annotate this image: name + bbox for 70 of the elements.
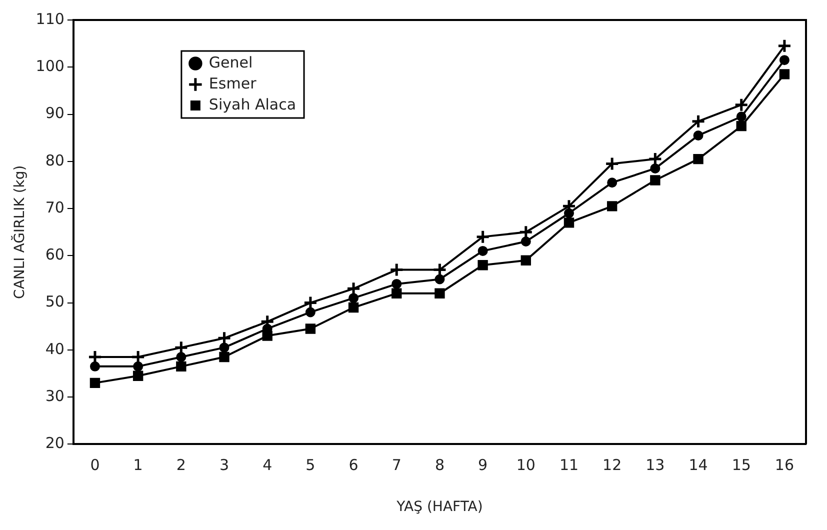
x-tick-label: 10 [516,456,536,474]
x-tick-label: 12 [602,456,622,474]
y-tick-label: 40 [45,340,64,358]
point [348,293,359,304]
point [90,361,100,372]
x-tick-label: 7 [392,456,402,474]
point [734,98,749,112]
point [736,120,746,132]
point [650,163,660,174]
point [606,201,618,212]
y-tick-label: 60 [45,246,64,264]
point [478,260,488,270]
y-tick-label: 20 [45,434,64,452]
y-tick-label: 30 [45,386,64,405]
point [777,38,792,54]
point [219,342,230,353]
point [348,302,359,313]
point [392,278,402,289]
point [607,178,618,188]
legend-label: Siyah Alaca [208,95,296,114]
y-axis-title: CANLI AĞIRLIK (kg) [11,165,28,299]
point [520,255,531,266]
point [520,236,531,247]
point [691,114,706,129]
point [564,218,574,228]
point [389,262,404,278]
y-tick-label: 100 [36,57,64,76]
y-tick-label: 70 [45,198,64,216]
x-tick-label: 16 [774,456,794,474]
point [779,69,790,80]
x-tick-label: 6 [348,456,358,474]
point [176,352,186,362]
y-tick-label: 90 [45,104,64,122]
y-tick-label: 110 [36,10,64,28]
x-tick-label: 15 [732,456,751,474]
point [132,370,144,381]
legend-label: Esmer [208,74,258,92]
point [90,378,100,388]
x-tick-label: 9 [478,456,488,474]
x-tick-label: 1 [133,456,143,474]
point [305,307,316,318]
point [392,288,402,298]
point [650,175,660,186]
x-tick-label: 13 [646,456,665,474]
point [478,246,488,256]
legend-label: Genel [208,53,253,72]
point [564,208,574,218]
x-tick-label: 3 [219,456,230,474]
x-tick-label: 14 [688,456,708,474]
y-tick-label: 80 [45,151,64,170]
x-tick-label: 2 [176,456,186,474]
point [434,274,445,284]
x-tick-label: 8 [434,456,444,474]
point [693,130,704,140]
point [305,324,316,334]
point [736,112,746,122]
point [176,361,186,372]
x-tick-label: 5 [306,456,316,474]
point [779,55,790,66]
x-tick-label: 0 [90,456,100,474]
point [434,288,445,298]
y-tick-label: 50 [45,292,64,311]
point [219,352,230,362]
x-axis-title: YAŞ (HAFTA) [396,499,483,516]
x-tick-label: 4 [262,456,272,474]
x-tick-label: 11 [559,456,579,474]
point [476,230,490,244]
point [693,154,704,164]
point [133,361,144,372]
point [604,156,620,172]
